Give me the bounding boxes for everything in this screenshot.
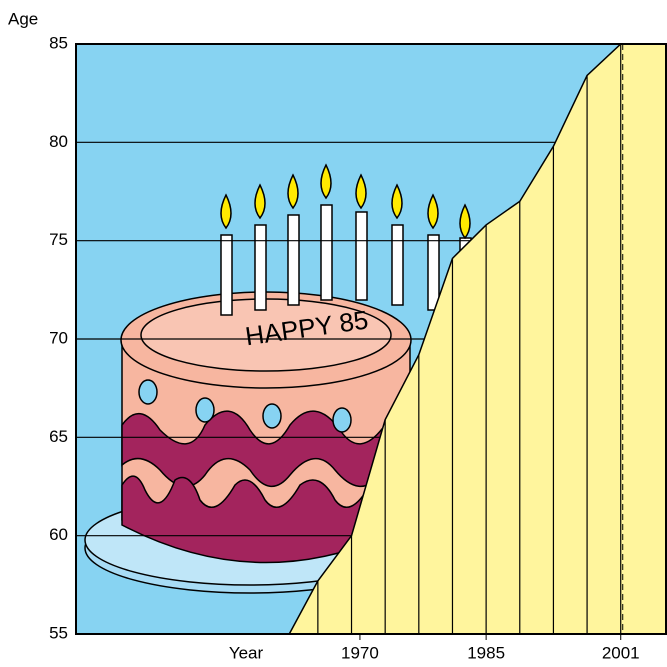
- area-line: [288, 43, 667, 635]
- plot-frame: [75, 43, 667, 635]
- y-tick-label: 55: [49, 623, 68, 642]
- y-tick-label: 80: [49, 132, 68, 151]
- y-tick-label: 70: [49, 328, 68, 347]
- y-axis-label: Age: [8, 9, 38, 28]
- x-axis-label: Year: [229, 643, 264, 662]
- y-tick-label: 85: [49, 33, 68, 52]
- y-tick-label: 60: [49, 525, 68, 544]
- x-tick-label: 2001: [602, 643, 640, 662]
- x-tick-label: 1970: [341, 643, 379, 662]
- y-tick-label: 75: [49, 230, 68, 249]
- area-fill: [289, 44, 667, 634]
- y-tick-label: 65: [49, 427, 68, 446]
- x-tick-label: 1985: [467, 643, 505, 662]
